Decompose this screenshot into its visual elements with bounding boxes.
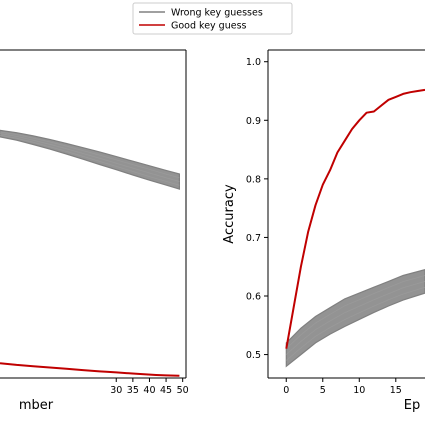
axes-frame — [0, 49, 187, 379]
y-tick-label: 0.6 — [246, 292, 261, 303]
y-tick-label: 0.5 — [246, 350, 261, 361]
series-line-good-key — [285, 88, 425, 349]
x-tick-label: 30 — [110, 385, 122, 396]
legend: Wrong key guesses Good key guess — [132, 2, 293, 35]
series-line-wrong-key-1 — [0, 134, 180, 186]
x-tick-label: 40 — [143, 385, 155, 396]
legend-label-0: Wrong key guesses — [171, 8, 263, 19]
x-tick-label: 10 — [353, 385, 365, 396]
y-tick-label: 0.7 — [246, 233, 261, 244]
series-line-wrong-key-3 — [0, 131, 180, 179]
series-line-wrong-key-3 — [286, 275, 425, 349]
y-tick-label: 0.9 — [246, 116, 261, 127]
x-tick-label: 5 — [320, 385, 326, 396]
chart-panel-left: 30 35 40 45 50 mber — [0, 49, 189, 413]
series-line-wrong-key-2 — [0, 133, 180, 182]
x-tick-label: 0 — [283, 385, 289, 396]
x-tick-label: 15 — [390, 385, 402, 396]
y-axis-label: Accuracy — [222, 184, 237, 244]
y-tick-label: 1.0 — [246, 57, 261, 68]
chart-panel-right: 0 5 10 15 0.5 0.6 0.7 0.8 0.9 1.0 Ep Accuracy — [222, 49, 425, 413]
series-line-good-key — [0, 362, 180, 377]
series-line-wrong-key-2 — [286, 281, 425, 355]
x-axis-label: Ep — [404, 398, 420, 413]
series-band-wrong-keys — [285, 268, 425, 368]
x-tick-label: 50 — [177, 385, 189, 396]
x-tick-label: 45 — [160, 385, 172, 396]
x-tick-label: 35 — [127, 385, 139, 396]
legend-label-1: Good key guess — [171, 21, 247, 32]
axes-frame — [267, 49, 425, 379]
x-axis-label: mber — [19, 398, 54, 413]
series-band-wrong-keys — [0, 129, 180, 190]
series-line-wrong-key-1 — [286, 286, 425, 361]
legend-frame — [132, 2, 293, 35]
y-tick-label: 0.8 — [246, 174, 261, 185]
